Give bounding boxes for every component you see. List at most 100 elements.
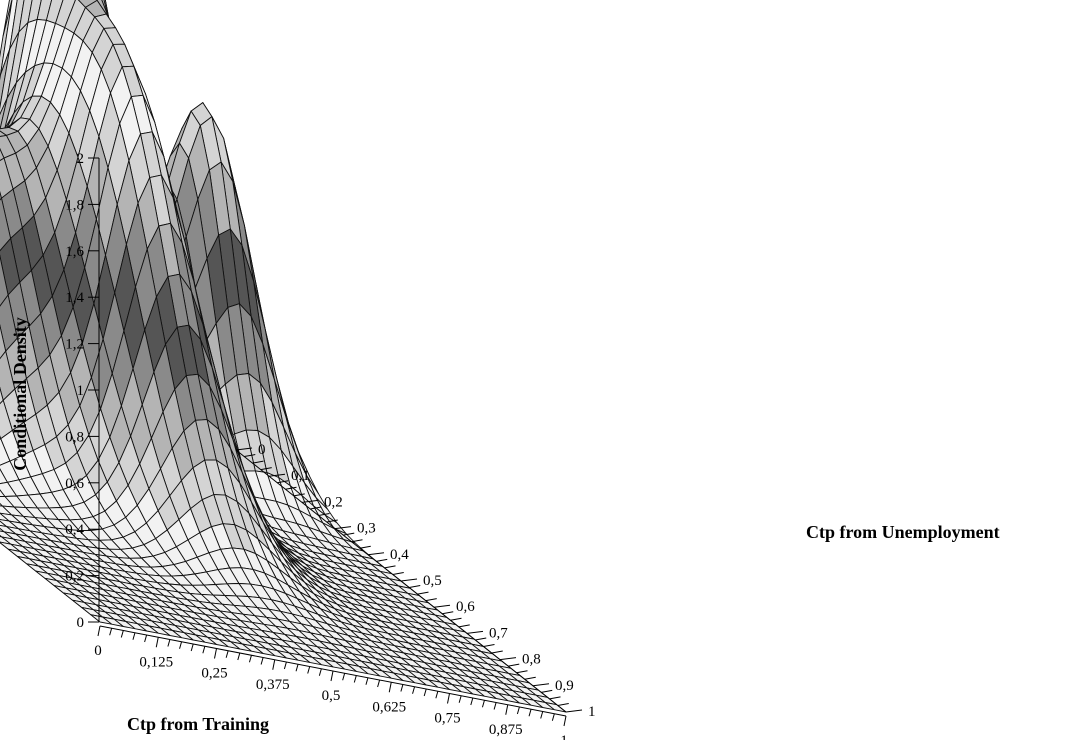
x-tick-label: 0,5: [322, 688, 341, 704]
x-minor-tick: [470, 697, 474, 706]
x-minor-tick: [120, 630, 124, 638]
x-minor-tick: [132, 632, 136, 640]
x-minor-tick: [225, 650, 229, 658]
y-minor-tick: [326, 519, 338, 523]
y-minor-tick: [483, 644, 495, 647]
y-minor-tick: [343, 532, 355, 536]
y-major-tick: [301, 499, 319, 503]
z-tick-label: 0,8: [65, 429, 84, 445]
x-minor-tick: [179, 641, 183, 649]
y-minor-tick: [516, 670, 528, 674]
density-surface: [0, 0, 567, 713]
y-tick-label: 0: [258, 442, 266, 458]
y-minor-tick: [351, 539, 363, 543]
z-axis: 0 0,2 0,4 0,6 0,8 1 1,2 1,4 1,6 1,8 2: [65, 151, 100, 631]
z-tick-label: 1,4: [65, 290, 84, 306]
x-minor-tick: [400, 684, 404, 692]
z-tick-label: 0,6: [65, 476, 84, 492]
x-minor-tick: [528, 709, 532, 717]
x-tick-label: 0,875: [489, 722, 523, 738]
x-major-tick: [272, 659, 276, 670]
y-minor-tick: [293, 493, 305, 497]
y-minor-tick: [425, 598, 437, 602]
y-major-tick: [367, 552, 385, 556]
x-minor-tick: [190, 643, 194, 652]
y-minor-tick: [557, 702, 569, 706]
x-minor-tick: [307, 666, 311, 674]
x-minor-tick: [481, 700, 485, 708]
y-minor-tick: [458, 624, 470, 628]
x-major-tick: [330, 670, 334, 682]
y-minor-tick: [409, 585, 421, 589]
x-tick-label: 0,375: [256, 677, 290, 693]
z-tick-label: 2: [77, 151, 85, 167]
z-tick-label: 0,2: [65, 569, 84, 585]
x-minor-tick: [202, 646, 206, 654]
y-minor-tick: [310, 506, 322, 510]
y-major-tick: [466, 630, 484, 634]
y-tick-label: 0,3: [357, 521, 376, 537]
x-axis-title: Ctp from Training: [127, 714, 269, 734]
x-minor-tick: [342, 673, 346, 681]
x-major-tick: [563, 715, 567, 727]
y-tick-label: 0,4: [390, 547, 409, 563]
x-minor-tick: [516, 706, 520, 715]
y-minor-tick: [376, 558, 388, 562]
x-minor-tick: [295, 664, 299, 672]
y-tick-label: 1: [588, 704, 596, 720]
y-axis-title: Ctp from Unemployment: [806, 522, 1000, 542]
x-tick-label: 1: [560, 733, 568, 740]
y-minor-tick: [392, 571, 404, 575]
y-tick-label: 0,8: [522, 652, 541, 668]
y-axis: 0 0,1 0,2 0,3 0,4 0,5 0,6 0,7 0,8 0,9 1: [235, 442, 596, 720]
x-major-tick: [97, 625, 101, 637]
z-tick-label: 1: [77, 383, 85, 399]
y-minor-tick: [359, 545, 371, 549]
y-tick-label: 0,2: [324, 494, 343, 510]
y-major-tick: [565, 709, 583, 713]
y-minor-tick: [475, 637, 487, 641]
y-major-tick: [268, 473, 286, 477]
x-tick-label: 0: [94, 643, 102, 659]
y-minor-tick: [277, 480, 289, 484]
y-minor-tick: [244, 454, 256, 458]
z-tick-label: 1,6: [65, 244, 84, 260]
y-major-tick: [400, 578, 418, 582]
y-minor-tick: [524, 676, 536, 680]
y-major-tick: [532, 683, 550, 687]
y-major-tick: [499, 657, 517, 661]
x-minor-tick: [493, 702, 497, 710]
y-minor-tick: [318, 513, 330, 516]
x-tick-label: 0,25: [201, 666, 227, 682]
y-tick-label: 0,9: [555, 678, 574, 694]
x-minor-tick: [237, 652, 241, 661]
y-minor-tick: [260, 467, 272, 471]
z-tick-label: 0: [77, 615, 85, 631]
x-minor-tick: [353, 675, 357, 683]
x-minor-tick: [109, 628, 113, 636]
x-axis: 0 0,125 0,25 0,375 0,5 0,625 0,75 0,875 1: [94, 625, 568, 740]
y-tick-label: 0,6: [456, 599, 475, 615]
x-minor-tick: [365, 677, 369, 685]
x-minor-tick: [412, 686, 416, 694]
y-tick-label: 0,1: [291, 468, 310, 484]
x-major-tick: [155, 637, 159, 648]
z-tick-label: 1,8: [65, 197, 84, 213]
x-minor-tick: [248, 655, 252, 663]
x-major-tick: [388, 682, 392, 693]
y-major-tick: [433, 604, 451, 608]
x-tick-label: 0,75: [434, 711, 460, 727]
x-major-tick: [447, 693, 450, 704]
x-major-tick: [214, 648, 217, 659]
z-axis-title: Conditional Density: [10, 317, 30, 471]
y-minor-tick: [508, 663, 520, 667]
y-major-tick: [235, 447, 253, 451]
y-tick-label: 0,7: [489, 625, 508, 641]
y-minor-tick: [442, 611, 454, 615]
y-minor-tick: [252, 460, 264, 464]
x-minor-tick: [551, 713, 555, 721]
x-minor-tick: [377, 679, 381, 688]
y-minor-tick: [417, 591, 429, 595]
y-minor-tick: [285, 486, 297, 490]
